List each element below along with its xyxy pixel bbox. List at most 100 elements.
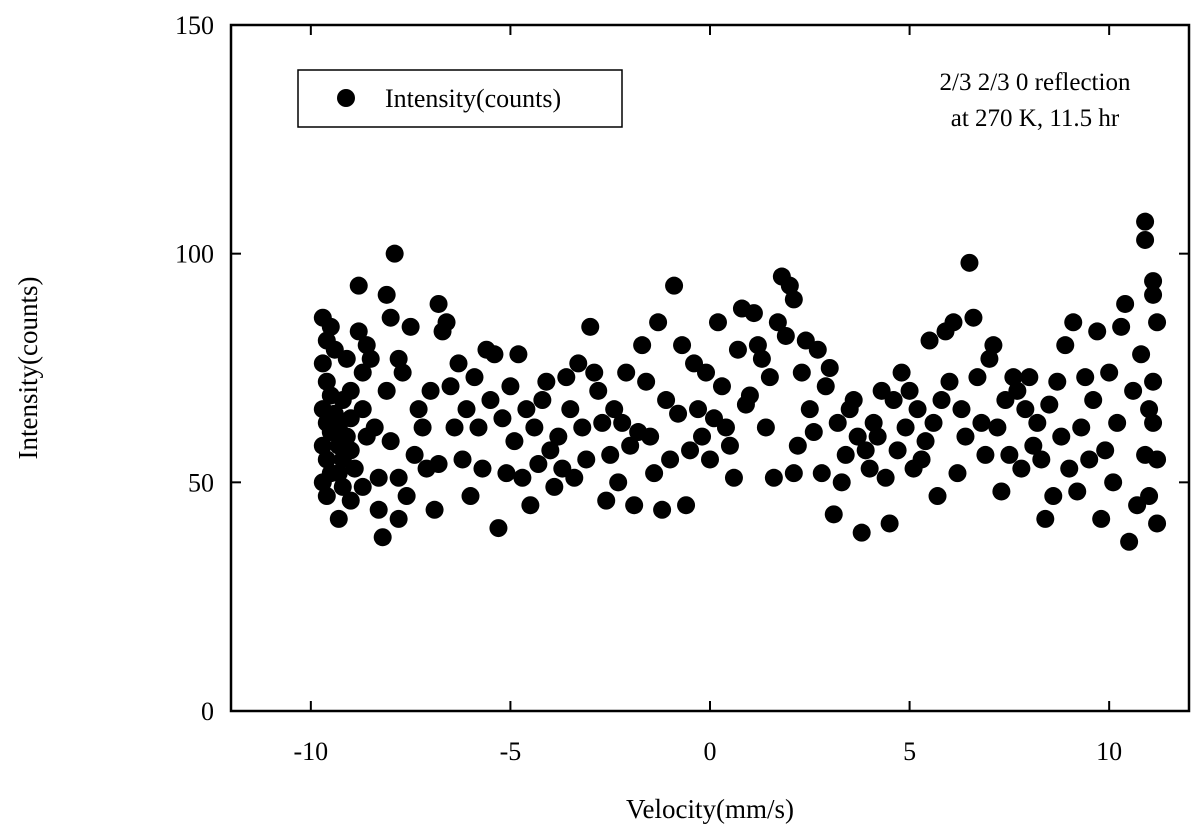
data-point — [988, 418, 1007, 437]
data-point — [1144, 272, 1163, 291]
data-point — [716, 418, 735, 437]
annotation-line-1: 2/3 2/3 0 reflection — [940, 69, 1131, 96]
data-point — [497, 464, 516, 483]
data-point — [329, 509, 348, 528]
data-point — [864, 413, 883, 432]
data-point — [984, 336, 1003, 355]
data-point — [780, 276, 799, 295]
y-tick-label: 100 — [175, 240, 214, 269]
data-point — [601, 445, 620, 464]
data-point — [932, 391, 951, 410]
data-point — [541, 441, 560, 460]
data-point — [784, 290, 803, 309]
data-point — [429, 294, 448, 313]
data-point — [1148, 514, 1167, 533]
data-point — [760, 368, 779, 387]
data-point — [1144, 413, 1163, 432]
data-point — [385, 244, 404, 263]
data-point — [832, 473, 851, 492]
data-point — [952, 400, 971, 419]
data-point — [1092, 509, 1111, 528]
data-point — [1008, 381, 1027, 400]
data-point — [816, 377, 835, 396]
data-point — [649, 313, 668, 332]
data-point — [968, 368, 987, 387]
data-point — [697, 363, 716, 382]
data-point — [1100, 363, 1119, 382]
data-point — [533, 391, 552, 410]
data-point — [900, 381, 919, 400]
data-point — [1144, 285, 1163, 304]
y-tick-label: 150 — [175, 11, 214, 40]
data-point — [361, 349, 380, 368]
data-point — [892, 363, 911, 382]
data-point — [525, 418, 544, 437]
data-point — [409, 400, 428, 419]
data-point — [693, 427, 712, 446]
data-point — [661, 450, 680, 469]
data-point — [393, 363, 412, 382]
data-point — [1140, 400, 1159, 419]
data-point — [345, 459, 364, 478]
data-point — [557, 368, 576, 387]
data-point — [1108, 413, 1127, 432]
data-point — [581, 317, 600, 336]
data-point — [369, 500, 388, 519]
data-point — [485, 345, 504, 364]
data-point — [353, 363, 372, 382]
data-point — [401, 317, 420, 336]
data-point — [437, 313, 456, 332]
data-point — [549, 427, 568, 446]
data-point — [313, 436, 332, 455]
data-point — [681, 441, 700, 460]
data-point — [1044, 487, 1063, 506]
data-point — [389, 349, 408, 368]
data-point — [1032, 450, 1051, 469]
data-point — [828, 413, 847, 432]
data-point — [876, 468, 895, 487]
data-point — [956, 427, 975, 446]
data-point — [972, 413, 991, 432]
data-point — [1028, 413, 1047, 432]
data-point — [740, 386, 759, 405]
data-point — [824, 505, 843, 524]
y-axis-label: Intensity(counts) — [13, 277, 43, 460]
data-point — [313, 473, 332, 492]
data-point — [1024, 436, 1043, 455]
data-point — [784, 464, 803, 483]
y-tick-label: 50 — [188, 468, 214, 497]
data-point — [397, 487, 416, 506]
data-point — [521, 496, 540, 515]
data-point — [665, 276, 684, 295]
data-point — [489, 519, 508, 538]
data-point — [724, 468, 743, 487]
data-point — [565, 468, 584, 487]
data-point — [912, 450, 931, 469]
data-point — [1036, 509, 1055, 528]
x-axis-label: Velocity(mm/s) — [626, 794, 794, 824]
data-point — [1056, 336, 1075, 355]
data-point — [808, 340, 827, 359]
data-point — [313, 354, 332, 373]
data-point — [708, 313, 727, 332]
data-point — [329, 464, 348, 483]
data-point — [673, 336, 692, 355]
x-tick-label: 10 — [1096, 737, 1122, 766]
data-point — [884, 391, 903, 410]
data-point — [960, 253, 979, 272]
data-point — [916, 432, 935, 451]
data-point — [920, 331, 939, 350]
data-point — [1048, 372, 1067, 391]
data-point — [381, 432, 400, 451]
legend: Intensity(counts) — [297, 69, 623, 128]
data-point — [992, 482, 1011, 501]
data-point — [405, 445, 424, 464]
data-point — [501, 377, 520, 396]
data-point — [369, 468, 388, 487]
data-point — [637, 372, 656, 391]
data-point — [1104, 473, 1123, 492]
data-point — [820, 359, 839, 377]
data-point — [980, 349, 999, 368]
